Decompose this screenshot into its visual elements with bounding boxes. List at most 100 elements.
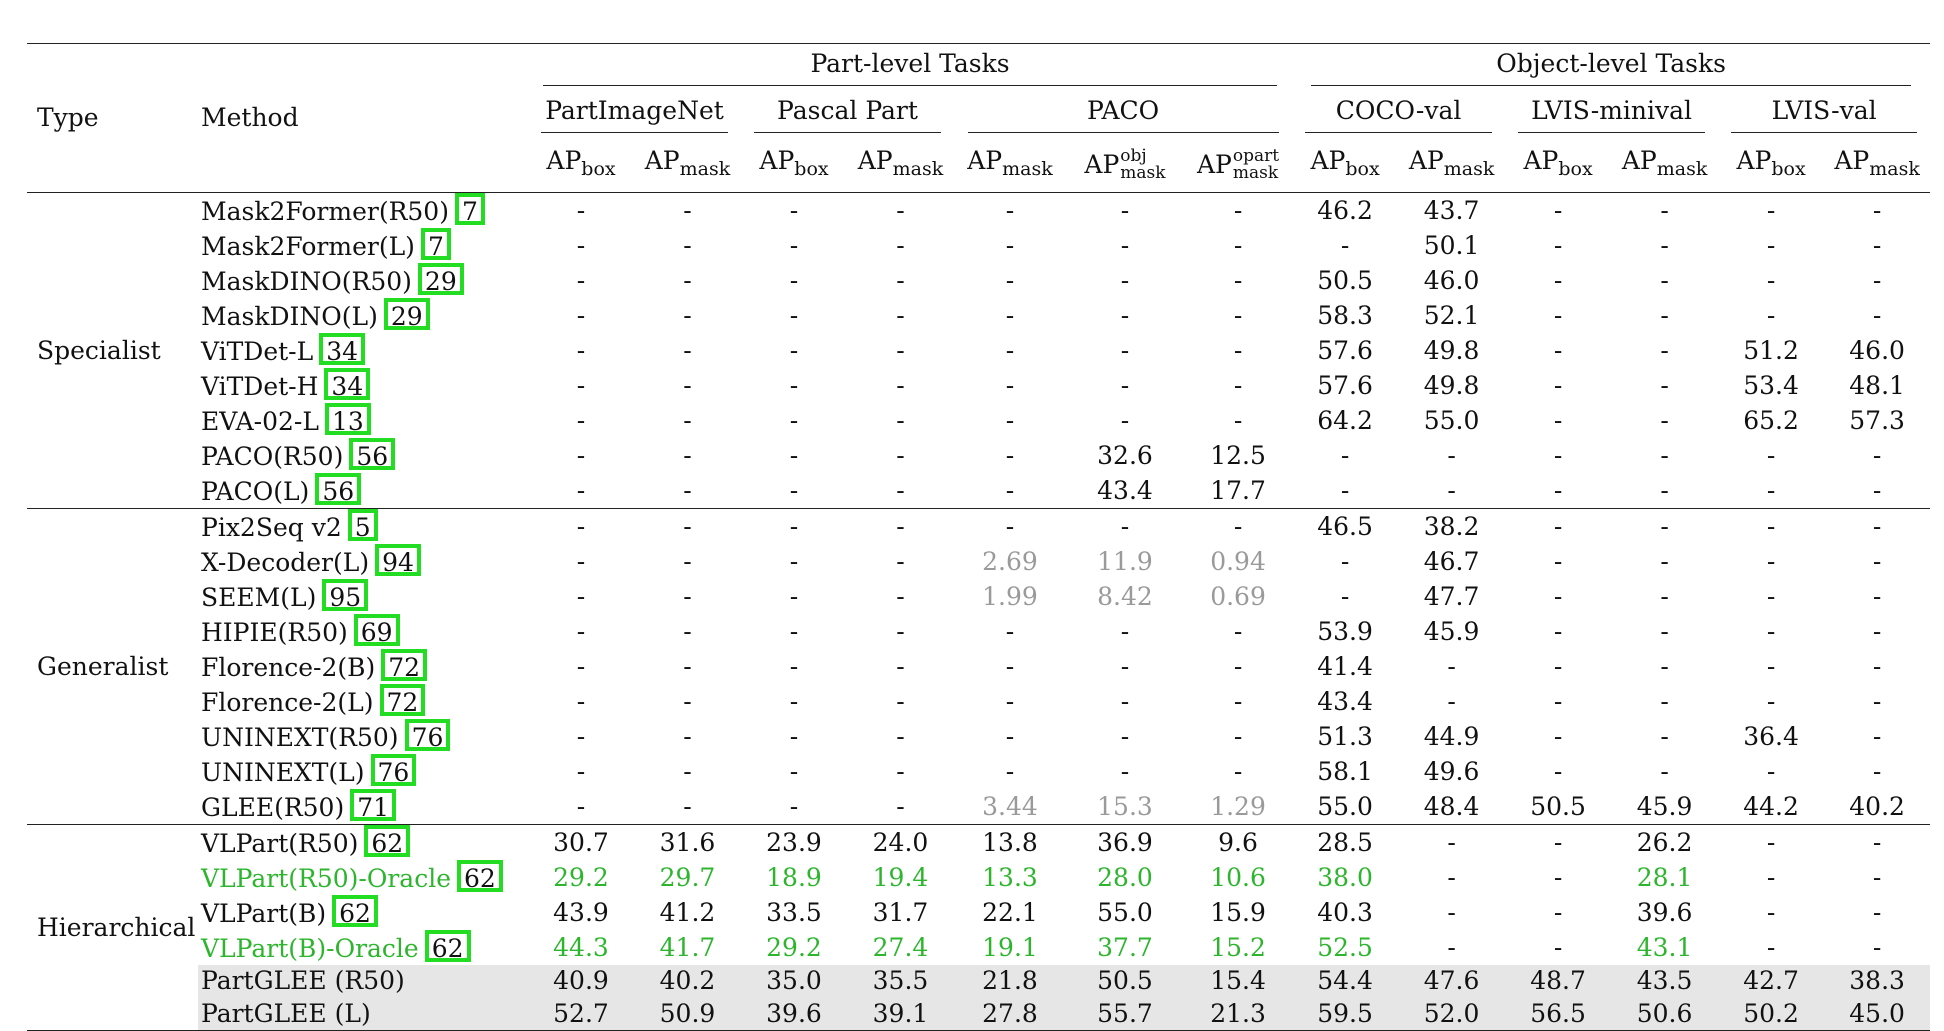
table-cell: - [683,265,692,295]
table-cell: - [1660,370,1669,400]
table-cell: - [1718,824,1825,860]
table-cell: 38.0 [1317,862,1373,892]
citation-link[interactable]: 76 [370,754,417,787]
citation-link[interactable]: 7 [454,193,485,226]
table-cell: - [1447,651,1456,681]
method-cell: Florence-2(L) 72 [198,684,528,719]
table-cell: 24.0 [847,824,954,860]
table-cell: 41.7 [659,932,716,962]
table-cell: - [1766,475,1776,505]
citation-link[interactable]: 7 [420,228,451,261]
dataset-header-paco: PACO [954,90,1292,137]
method-cell: PACO(R50) 56 [198,438,528,473]
citation-link[interactable]: 72 [379,684,426,717]
citation-link[interactable]: 29 [383,298,430,331]
citation-link[interactable]: 69 [353,614,400,647]
table-cell: - [1233,335,1243,365]
citation-link[interactable]: 56 [315,473,362,506]
citation-link[interactable]: 29 [417,263,464,296]
method-name: ViTDet-L [201,337,314,366]
table-cell: - [954,508,1066,544]
citation-link[interactable]: 95 [322,579,369,612]
method-cell: PACO(L) 56 [198,473,528,509]
citation-link[interactable]: 62 [457,860,503,893]
table-cell: 59.5 [1292,997,1399,1031]
dataset-header-lvis-val: LVIS-val [1718,90,1930,137]
table-cell: - [1553,440,1563,470]
table-cell: - [1766,300,1776,330]
table-cell: - [789,475,799,505]
table-cell: - [1120,756,1130,786]
table-cell: 57.6 [1317,370,1373,400]
citation-link[interactable]: 94 [375,544,421,577]
table-cell: - [1066,192,1184,228]
table-cell: 3.44 [982,791,1038,821]
table-cell: - [1766,581,1776,611]
table-cell: - [1718,192,1825,228]
metric-header: APbox [1523,145,1593,180]
table-cell: - [1553,265,1563,295]
table-cell: - [1553,546,1563,576]
method-name: PACO(R50) [201,442,344,471]
citation-link[interactable]: 62 [424,930,471,963]
table-cell: - [1872,230,1882,260]
citation-link[interactable]: 62 [364,825,411,858]
citation-link[interactable]: 62 [332,895,378,928]
table-cell: - [1120,721,1130,751]
table-cell: - [1120,651,1130,681]
table-cell: 35.0 [741,965,847,998]
table-cell: - [683,581,692,611]
table-cell: - [896,475,905,505]
table-row: X-Decoder(L) 94 - - - - 2.69 11.9 0.94 - 46.7 - - - - [27,544,1930,579]
dataset-header-pascal-part: Pascal Part [741,90,954,137]
table-cell: 31.6 [634,824,741,860]
table-cell: 32.6 [1097,440,1153,470]
method-cell: EVA-02-L 13 [198,403,528,438]
table-row: Hierarchical VLPart(R50) 62 30.7 31.6 23.9 24.… [27,823,1931,1031]
table-cell: - [896,651,905,681]
table-cell: 36.4 [1743,721,1799,751]
table-cell: - [576,440,586,470]
method-cell: UNINEXT(R50) 76 [198,719,528,754]
table-row: VLPart(B)-Oracle 62 44.3 41.7 29.2 27.4 19.1 37… [27,930,1930,965]
table-cell: 11.9 [1097,546,1153,576]
table-cell: 43.4 [1317,686,1373,716]
method-name: VLPart(R50) [201,829,359,858]
table-cell: - [789,791,799,821]
method-name: UNINEXT(L) [201,758,365,787]
table-cell: 50.2 [1718,997,1825,1031]
table-cell: 53.4 [1743,370,1799,400]
table-cell: 36.9 [1066,824,1184,860]
citation-link[interactable]: 72 [381,649,428,682]
citation-link[interactable]: 5 [347,509,378,542]
table-cell: - [1553,686,1563,716]
method-name: Pix2Seq v2 [201,513,342,542]
table-cell: - [1005,686,1015,716]
citation-link[interactable]: 56 [349,438,396,471]
table-cell: 51.2 [1743,335,1799,365]
table-row: VLPart(R50)-Oracle 62 29.2 29.7 18.9 19.4 13.3… [27,860,1930,895]
table-row: ViTDet-H 34 - - - - - - - 57.6 49.8 - - 53.4 48.1 [27,368,1930,403]
citation-link[interactable]: 34 [319,333,366,366]
table-cell: 28.1 [1636,862,1693,892]
table-cell: 39.1 [847,997,954,1031]
table-cell: - [1340,581,1350,611]
table-row: UNINEXT(R50) 76 - - - - - - - 51.3 44.9 - - 36.4 - [27,719,1930,754]
table-cell: 39.6 [1636,897,1693,927]
table-cell: - [683,405,692,435]
citation-link[interactable]: 76 [404,719,451,752]
table-cell: - [1766,651,1776,681]
citation-link[interactable]: 34 [324,368,371,401]
citation-link[interactable]: 71 [350,789,397,822]
table-cell: 23.9 [741,824,847,860]
table-row: Florence-2(L) 72 - - - - - - - 43.4 - - - - - [27,684,1930,719]
table-cell: - [1872,897,1882,927]
metric-header: AP obj mask [1084,145,1166,183]
table-cell: - [1233,616,1243,646]
method-name: X-Decoder(L) [201,548,370,577]
table-cell: 50.1 [1423,230,1480,260]
table-cell: 10.6 [1210,862,1266,892]
citation-link[interactable]: 13 [324,403,371,436]
table-row: Florence-2(B) 72 - - - - - - - 41.4 - - - - - [27,649,1930,684]
table-cell: 55.7 [1066,997,1184,1031]
